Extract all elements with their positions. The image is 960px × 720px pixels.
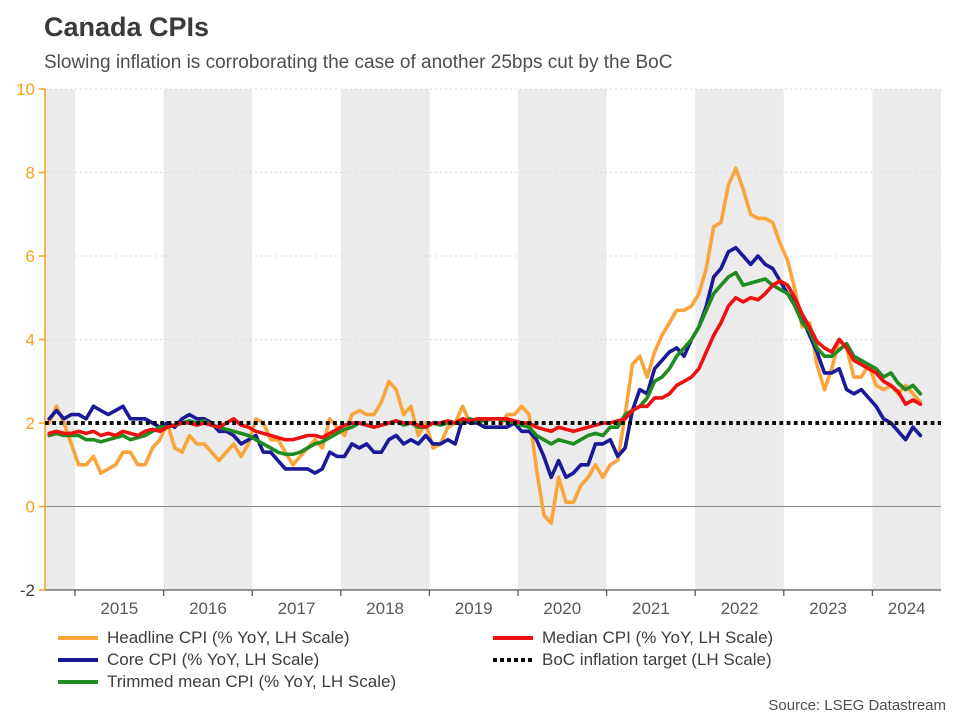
legend-swatch-target-dotted-line: [493, 658, 533, 662]
legend-item-median-cpi: Median CPI (% YoY, LH Scale): [493, 627, 773, 649]
svg-text:0: 0: [26, 498, 35, 517]
legend-item-core-cpi: Core CPI (% YoY, LH Scale): [58, 649, 319, 671]
legend-swatch-core-line: [58, 658, 98, 662]
svg-text:2023: 2023: [809, 599, 847, 618]
svg-text:2015: 2015: [100, 599, 138, 618]
svg-text:2016: 2016: [189, 599, 227, 618]
legend-swatch-headline-line: [58, 636, 98, 640]
svg-text:10: 10: [16, 80, 35, 99]
legend-item-boc-target: BoC inflation target (LH Scale): [493, 649, 772, 671]
svg-text:2021: 2021: [632, 599, 670, 618]
legend-item-trimmed-mean-cpi: Trimmed mean CPI (% YoY, LH Scale): [58, 671, 396, 693]
chart-subtitle: Slowing inflation is corroborating the c…: [44, 52, 673, 73]
svg-text:2018: 2018: [366, 599, 404, 618]
svg-text:2024: 2024: [888, 599, 926, 618]
svg-text:8: 8: [26, 164, 35, 183]
svg-text:2020: 2020: [543, 599, 581, 618]
svg-text:2019: 2019: [455, 599, 493, 618]
svg-text:2022: 2022: [721, 599, 759, 618]
legend-item-headline-cpi: Headline CPI (% YoY, LH Scale): [58, 627, 350, 649]
svg-text:6: 6: [26, 247, 35, 266]
svg-text:4: 4: [26, 331, 35, 350]
legend-label-headline: Headline CPI (% YoY, LH Scale): [107, 628, 350, 647]
svg-text:2: 2: [26, 414, 35, 433]
source-credit: Source: LSEG Datastream: [768, 697, 946, 714]
svg-text:2017: 2017: [278, 599, 316, 618]
legend-swatch-trimmed-line: [58, 680, 98, 684]
chart-title: Canada CPIs: [44, 12, 210, 42]
legend-label-median: Median CPI (% YoY, LH Scale): [542, 628, 774, 647]
legend-swatch-median-line: [493, 636, 533, 640]
legend-label-core: Core CPI (% YoY, LH Scale): [107, 650, 320, 669]
svg-text:-2: -2: [20, 581, 35, 600]
legend-label-trimmed: Trimmed mean CPI (% YoY, LH Scale): [107, 672, 397, 691]
legend-label-target: BoC inflation target (LH Scale): [542, 650, 772, 669]
